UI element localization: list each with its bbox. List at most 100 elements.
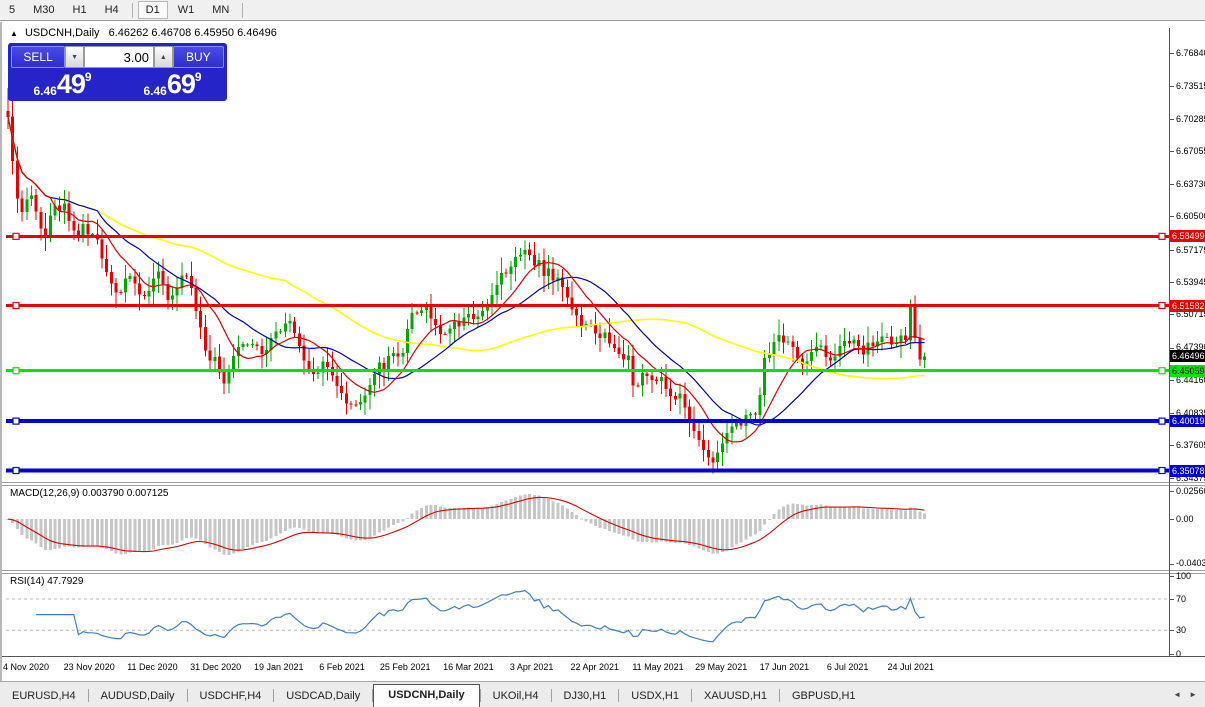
rsi-indicator-label: RSI(14) 47.7929 [10,576,84,587]
sell-button[interactable]: SELL [11,46,66,68]
timeframe-button-h4[interactable]: H4 [104,4,119,16]
time-axis-tick-label: 23 Nov 2020 [63,662,115,672]
tab-separator [778,689,780,702]
chart-tab-dj30-h1[interactable]: DJ30,H1 [563,690,607,702]
collapse-trade-panel-icon[interactable]: ▲ [10,29,18,38]
axis-tick [1170,413,1174,415]
hline-price-tag: 6.58499 [1170,230,1205,243]
buy-price-prefix: 6.46 [143,84,167,98]
time-axis-tick-label: 22 Apr 2021 [570,662,620,672]
macd-indicator-label: MACD(12,26,9) 0.003790 0.007125 [10,488,169,499]
time-axis-tick-label: 25 Feb 2021 [379,662,431,672]
time-axis-tick-label: 6 Feb 2021 [319,662,365,672]
time-axis-tick-label: 4 Nov 2020 [2,662,50,672]
timeframe-button-h1[interactable]: H1 [72,4,87,16]
chart-tab-ukoil-h4[interactable]: UKOil,H4 [492,690,539,702]
macd-axis-tick-label: -0.04038 [1170,558,1205,568]
tab-scroll-left-icon[interactable]: ◄ [1173,690,1182,699]
price-axis-tick-label: 6.57175 [1170,245,1205,255]
tab-separator [690,689,692,702]
volume-increase-button[interactable]: ▲ [153,46,173,68]
time-axis-tick-label: 29 May 2021 [695,662,748,672]
rsi-axis-tick-label: 70 [1170,594,1186,604]
toolbar-separator [242,2,244,18]
hline-price-tag: 6.40019 [1170,415,1205,428]
rsi-axis-tick-label: 0 [1170,649,1181,659]
price-axis-tick-label: 6.63730 [1170,179,1205,189]
price-axis [1169,28,1170,656]
chart-title: ▲ USDCNH,Daily 6.46262 6.46708 6.45950 6… [10,27,277,39]
price-axis-tick-label: 6.34375 [1170,473,1205,483]
timeframe-button-mn[interactable]: MN [212,4,230,16]
price-axis-tick-label: 6.53945 [1170,277,1205,287]
axis-tick [1170,630,1174,632]
macd-axis-tick-label: 0.00 [1170,514,1194,524]
axis-tick [1170,519,1174,521]
time-axis-tick-label: 11 Dec 2020 [127,662,178,672]
chart-tab-bar: EURUSD,H4 AUDUSD,Daily USDCHF,H4 USDCAD,Dai… [0,681,1205,707]
time-axis-tick-label: 17 Jun 2021 [759,662,810,672]
time-axis-tick-label: 24 Jul 2021 [887,662,935,672]
axis-tick [1170,86,1174,88]
hline-price-tag: 6.45059 [1170,364,1205,377]
panel-separator[interactable] [2,570,1205,574]
price-axis-tick-label: 6.67055 [1170,146,1205,156]
volume-input[interactable] [83,46,154,68]
sell-price-big: 49 [56,69,86,99]
chart-tab-gbpusd-h1[interactable]: GBPUSD,H1 [791,690,856,702]
tab-separator [87,689,89,702]
main-chart-canvas[interactable] [6,28,1169,482]
sell-price-prefix: 6.46 [33,84,57,98]
axis-tick [1170,575,1174,577]
tab-separator [372,689,374,702]
buy-price-big: 69 [166,69,196,99]
price-axis-tick-label: 6.37605 [1170,440,1205,450]
buy-price-quote[interactable]: 6.46 69 9 [121,71,224,98]
hline-price-tag: 6.51582 [1170,299,1205,312]
rsi-panel-canvas[interactable] [6,574,1169,656]
axis-tick [1170,653,1174,655]
volume-decrease-button[interactable]: ▼ [65,46,84,68]
axis-tick [1170,282,1174,284]
tab-separator [618,689,620,702]
chart-tab-audusd-daily[interactable]: AUDUSD,Daily [100,690,175,702]
chart-ohlc-values: 6.46262 6.46708 6.45950 6.46496 [108,27,277,39]
chart-symbol-label: USDCNH,Daily [24,27,100,39]
timeframe-button-5[interactable]: 5 [9,4,16,16]
price-axis-tick-label: 6.70285 [1170,114,1205,124]
timeframe-button-m30[interactable]: M30 [33,4,55,16]
timeframe-toolbar: 5 M30 H1 H4 D1 W1 MN [0,0,1205,21]
tab-scroll-right-icon[interactable]: ► [1189,690,1197,699]
axis-tick [1170,379,1174,381]
axis-tick [1170,150,1174,152]
chart-tab-usdx-h1[interactable]: USDX,H1 [631,690,679,702]
macd-axis-tick-label: 0.025605 [1170,486,1205,496]
axis-tick [1170,53,1174,55]
chart-tab-usdcad-daily[interactable]: USDCAD,Daily [286,690,361,702]
tab-separator [273,689,275,702]
time-axis-tick-label: 19 Jan 2021 [254,662,304,672]
sell-price-quote[interactable]: 6.46 49 9 [11,71,114,98]
hline-price-tag: 6.35078 [1170,464,1205,477]
timeframe-button-d1[interactable]: D1 [137,1,168,19]
axis-tick [1170,118,1174,120]
price-axis-tick-label: 6.47390 [1170,342,1205,352]
tab-separator [186,689,188,702]
panel-separator[interactable] [2,482,1205,486]
timeframe-button-w1[interactable]: W1 [177,4,195,16]
time-axis-tick-label: 31 Dec 2020 [190,662,242,672]
buy-button[interactable]: BUY [172,46,224,68]
rsi-axis-tick-label: 30 [1170,625,1186,635]
chart-tab-usdcnh-daily[interactable]: USDCNH,Daily [373,684,480,707]
chart-tab-eurusd-h4[interactable]: EURUSD,H4 [12,690,76,702]
axis-tick [1170,249,1174,251]
time-axis-tick-label: 6 Jul 2021 [826,662,869,672]
axis-tick [1170,563,1174,565]
chart-tab-xauusd-h1[interactable]: XAUUSD,H1 [703,690,767,702]
tab-scroll-controls: ◄ ► [1173,682,1205,707]
time-axis: 4 Nov 2020 23 Nov 2020 11 Dec 2020 31 Dec 2… [2,656,1205,681]
macd-panel-canvas[interactable] [6,486,1169,570]
rsi-axis-tick-label: 100 [1170,571,1191,581]
axis-tick [1170,347,1174,349]
chart-tab-usdchf-h4[interactable]: USDCHF,H4 [199,690,262,702]
